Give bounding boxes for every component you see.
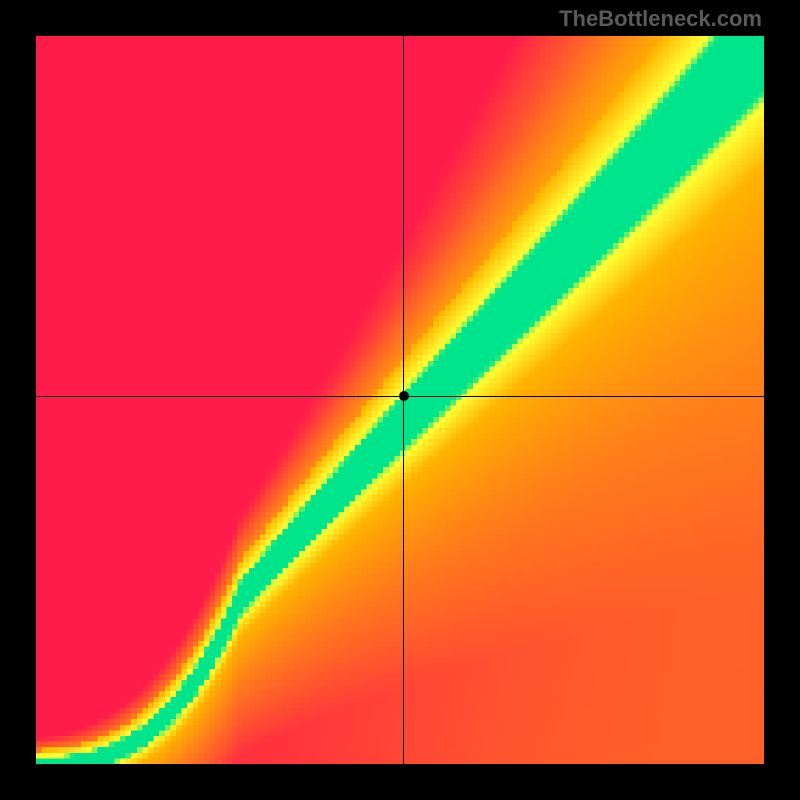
watermark-text: TheBottleneck.com <box>559 6 762 32</box>
marker-dot <box>399 391 409 401</box>
chart-container: TheBottleneck.com <box>0 0 800 800</box>
